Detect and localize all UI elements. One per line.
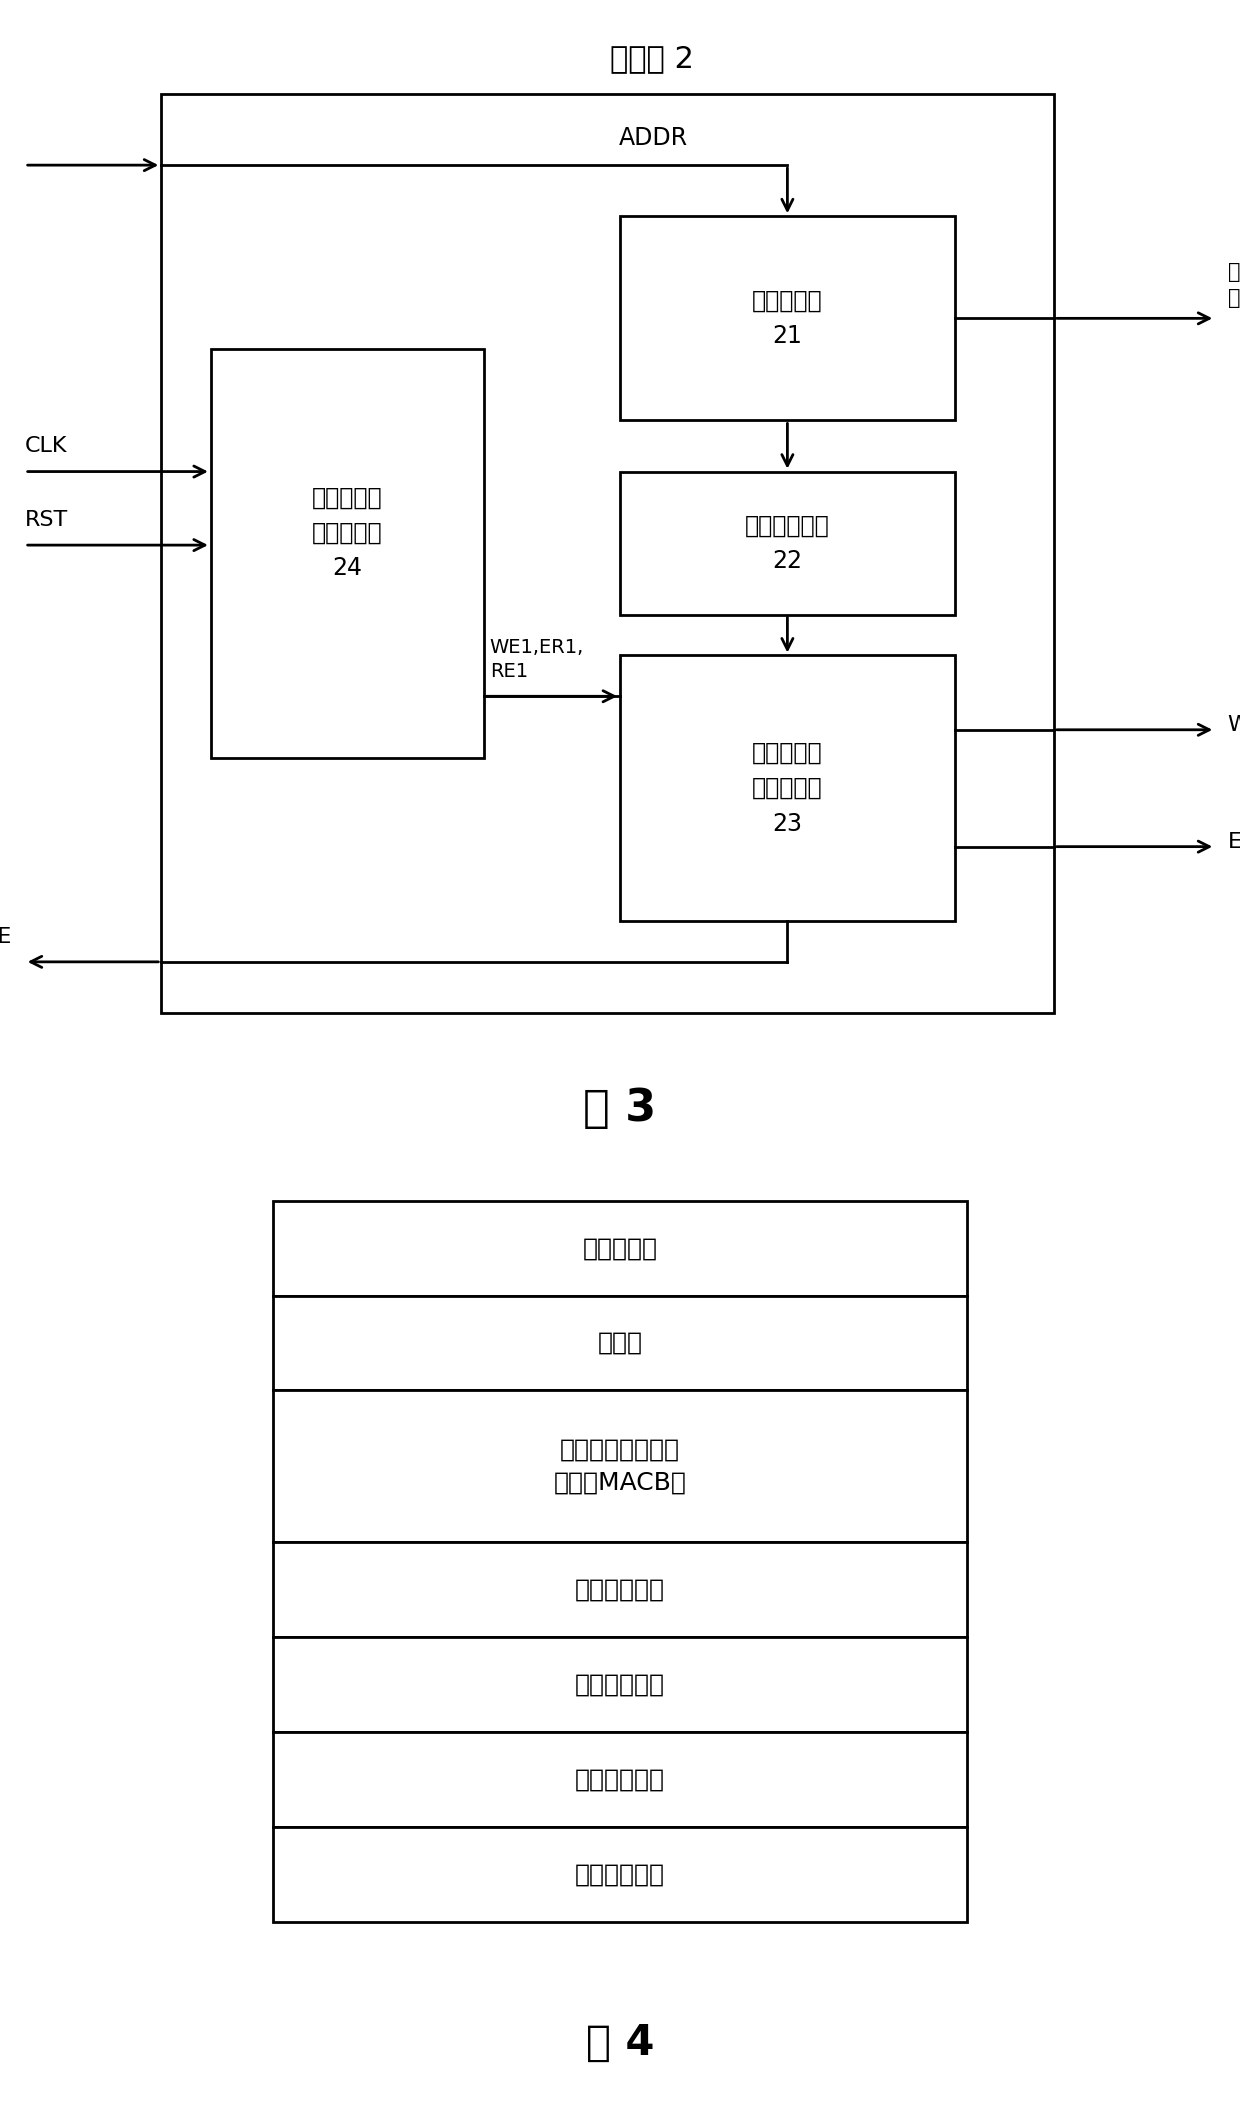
Text: 逻辑分区选择
22: 逻辑分区选择 22 [745, 513, 830, 572]
Text: 存储器地
址信号: 存储器地 址信号 [1228, 262, 1240, 309]
Text: 存储器访问方式控
制区（MACB）: 存储器访问方式控 制区（MACB） [553, 1439, 687, 1496]
Text: RE: RE [0, 926, 12, 947]
Text: 密钥区: 密钥区 [598, 1330, 642, 1356]
Bar [273, 1296, 967, 1390]
Bar [273, 1390, 967, 1543]
Bar [161, 94, 1054, 1013]
Text: RST: RST [25, 511, 68, 530]
Text: CLK: CLK [25, 436, 67, 455]
Text: 图 4: 图 4 [585, 2022, 655, 2064]
Bar [273, 1636, 967, 1732]
Text: 控制器 2: 控制器 2 [610, 45, 694, 72]
Bar [211, 349, 484, 758]
Bar [620, 472, 955, 615]
Text: 用户数据区一: 用户数据区一 [575, 1577, 665, 1602]
Text: ER: ER [1228, 832, 1240, 851]
Bar [273, 1543, 967, 1636]
Bar [273, 1200, 967, 1296]
Text: 用户数据区三: 用户数据区三 [575, 1768, 665, 1792]
Text: 用户数据区四: 用户数据区四 [575, 1862, 665, 1885]
Bar [273, 1732, 967, 1826]
Text: 地址译码器
21: 地址译码器 21 [753, 289, 822, 349]
Text: 存储器访问
类型判决器
24: 存储器访问 类型判决器 24 [312, 485, 382, 581]
Bar [620, 217, 955, 421]
Bar [273, 1826, 967, 1922]
Text: 发行数据区: 发行数据区 [583, 1236, 657, 1260]
Text: 图 3: 图 3 [584, 1087, 656, 1130]
Bar [620, 655, 955, 921]
Text: ADDR: ADDR [619, 126, 688, 149]
Text: WE1,ER1,
RE1: WE1,ER1, RE1 [490, 638, 584, 681]
Text: WE: WE [1228, 715, 1240, 734]
Text: 用户数据区二: 用户数据区二 [575, 1673, 665, 1696]
Text: 存储器访问
权限控制器
23: 存储器访问 权限控制器 23 [753, 741, 822, 836]
